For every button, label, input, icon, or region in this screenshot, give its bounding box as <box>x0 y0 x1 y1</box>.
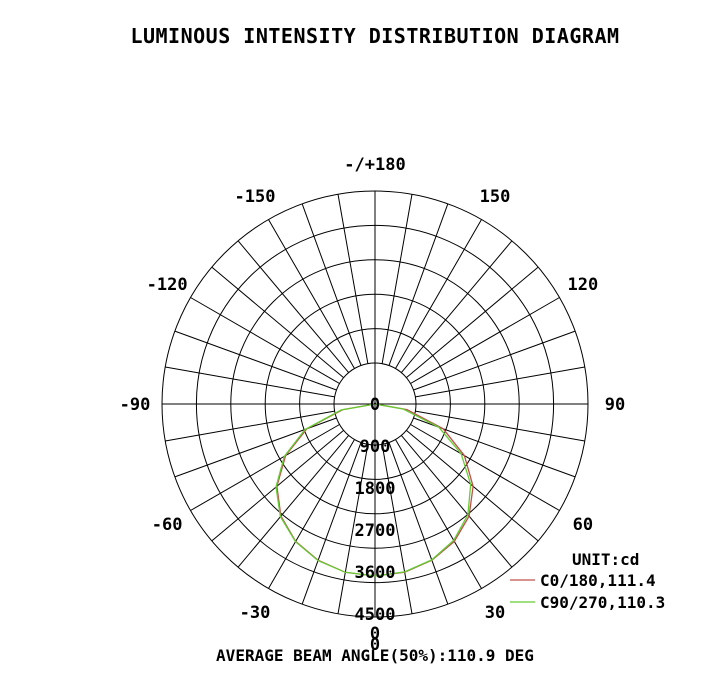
grid-spoke <box>410 297 560 384</box>
legend: UNIT:cd C0/180,111.4 C90/270,110.3 <box>510 550 665 612</box>
angle-label: 30 <box>485 603 505 623</box>
grid-spoke <box>174 330 337 391</box>
grid-spoke <box>388 442 449 605</box>
radial-tick-label: 3600 <box>355 563 396 583</box>
grid-spoke <box>400 240 513 373</box>
grid-spoke <box>211 266 344 379</box>
grid-spoke <box>165 366 335 398</box>
angle-label: 90 <box>605 395 625 415</box>
radial-tick-label: 900 <box>360 437 391 457</box>
radial-tick-label: 2700 <box>355 521 396 541</box>
angle-label: 120 <box>567 275 598 295</box>
radial-tick-label: 1800 <box>355 479 396 499</box>
radial-tick-label: 4500 <box>355 605 396 625</box>
legend-label: C90/270,110.3 <box>540 593 665 612</box>
angle-label-bottom: 0 <box>370 624 380 644</box>
angle-label: -90 <box>120 395 151 415</box>
grid-spoke <box>381 194 413 364</box>
angle-label: 60 <box>573 515 593 535</box>
grid-spoke <box>406 266 539 379</box>
grid-spoke <box>415 366 585 398</box>
grid-spoke <box>395 439 482 589</box>
grid-spoke <box>413 330 576 391</box>
grid-spoke <box>190 297 340 384</box>
angle-label: 150 <box>480 187 511 207</box>
grid-spoke <box>237 435 350 568</box>
polar-grid <box>161 190 589 618</box>
grid-spoke <box>395 219 482 369</box>
grid-spoke <box>268 439 355 589</box>
grid-spoke <box>190 424 340 511</box>
grid-spoke <box>268 219 355 369</box>
angle-label: -30 <box>240 603 271 623</box>
series-curve-1 <box>275 403 472 577</box>
angle-label: -60 <box>152 515 183 535</box>
radial-tick-label: 0 <box>370 395 380 415</box>
grid-spoke <box>415 410 585 442</box>
grid-spoke <box>301 203 362 366</box>
beam-angle-footer: AVERAGE BEAM ANGLE(50%):110.9 DEG <box>216 646 534 665</box>
legend-label: C0/180,111.4 <box>540 571 656 590</box>
angle-label: 0 <box>370 635 380 655</box>
grid-spoke <box>237 240 350 373</box>
chart-title: LUMINOUS INTENSITY DISTRIBUTION DIAGRAM <box>130 24 620 48</box>
intensity-curves <box>275 403 474 577</box>
angle-label: -/+180 <box>344 155 405 175</box>
grid-spoke <box>165 410 335 442</box>
grid-spoke <box>400 435 513 568</box>
grid-spoke <box>381 444 413 614</box>
grid-spoke <box>174 417 337 478</box>
grid-spoke <box>301 442 362 605</box>
grid-spoke <box>337 194 369 364</box>
legend-unit: UNIT:cd <box>572 550 639 569</box>
angle-label: -150 <box>235 187 276 207</box>
grid-spoke <box>388 203 449 366</box>
angle-label: -120 <box>147 275 188 295</box>
grid-spoke <box>410 424 560 511</box>
grid-spoke <box>337 444 369 614</box>
axis-labels: 090018002700360045000306090120150-/+180-… <box>120 155 626 655</box>
